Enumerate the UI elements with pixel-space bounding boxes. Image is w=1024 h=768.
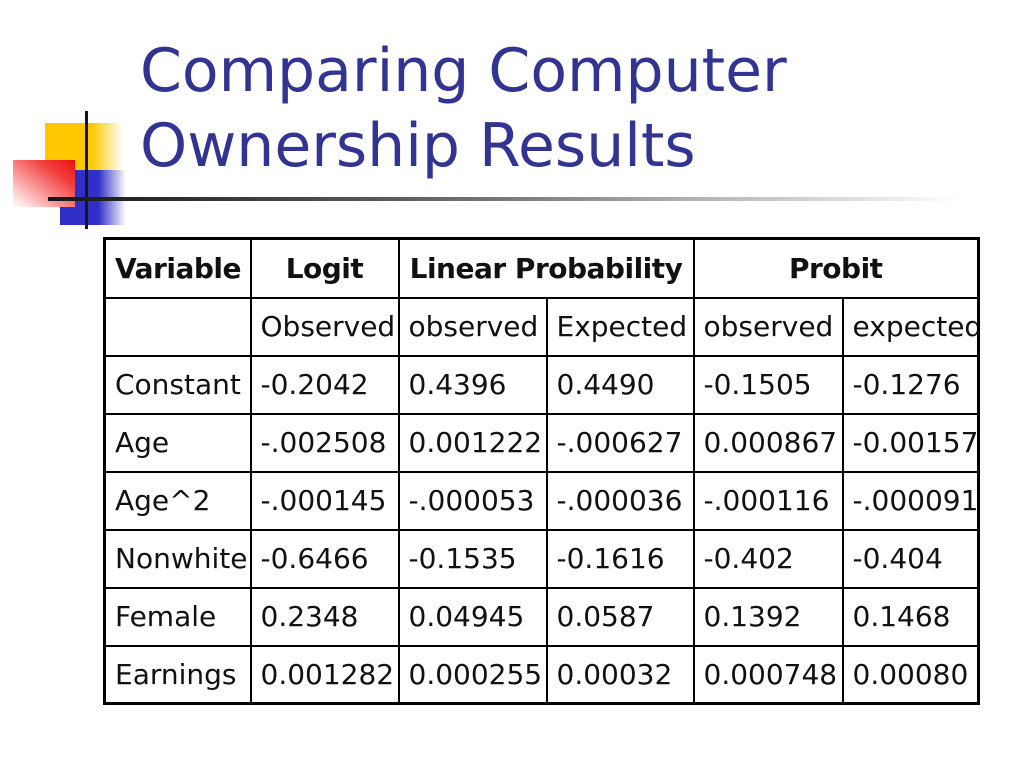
table-row-nonwhite: Nonwhite -0.6466 -0.1535 -0.1616 -0.402 … — [103, 528, 980, 589]
subheader-probit-observed: observed — [692, 296, 844, 357]
table-cell: 0.001222 — [397, 412, 548, 473]
row-label: Age — [103, 412, 252, 473]
subheader-empty — [103, 296, 252, 357]
table-cell: 0.1392 — [692, 586, 844, 647]
table-cell: 0.4396 — [397, 354, 548, 415]
table-cell: 0.4490 — [545, 354, 695, 415]
table-row-age-squared: Age^2 -.000145 -.000053 -.000036 -.00011… — [103, 470, 980, 531]
row-label: Constant — [103, 354, 252, 415]
subheader-logit-observed: Observed — [249, 296, 400, 357]
table-cell: -.000627 — [545, 412, 695, 473]
table-cell: 0.00032 — [545, 644, 695, 705]
table-cell: -0.1505 — [692, 354, 844, 415]
subheader-lp-expected: Expected — [545, 296, 695, 357]
table-cell: -0.2042 — [249, 354, 400, 415]
row-label: Female — [103, 586, 252, 647]
table-cell: -.000036 — [545, 470, 695, 531]
table-cell: -0.1616 — [545, 528, 695, 589]
table-header-row-2: Observed observed Expected observed expe… — [103, 296, 980, 357]
vertical-rule — [85, 111, 88, 229]
col-header-logit: Logit — [249, 237, 400, 299]
table-cell: -0.00157 — [841, 412, 980, 473]
table-cell: -.000053 — [397, 470, 548, 531]
table-cell: 0.000748 — [692, 644, 844, 705]
table-row-constant: Constant -0.2042 0.4396 0.4490 -0.1505 -… — [103, 354, 980, 415]
horizontal-rule — [48, 197, 968, 201]
table-cell: -.000145 — [249, 470, 400, 531]
table-cell: 0.0587 — [545, 586, 695, 647]
table-row-earnings: Earnings 0.001282 0.000255 0.00032 0.000… — [103, 644, 980, 705]
col-header-variable: Variable — [103, 237, 252, 299]
table-cell: 0.00080 — [841, 644, 980, 705]
table-row-age: Age -.002508 0.001222 -.000627 0.000867 … — [103, 412, 980, 473]
table-cell: -.002508 — [249, 412, 400, 473]
table-cell: -0.1276 — [841, 354, 980, 415]
results-table: Variable Logit Linear Probability Probit… — [103, 237, 981, 705]
table-cell: -0.1535 — [397, 528, 548, 589]
slide-title-line1: Comparing Computer — [140, 36, 787, 106]
table-header-row-1: Variable Logit Linear Probability Probit — [103, 237, 980, 299]
table-cell: 0.2348 — [249, 586, 400, 647]
table-cell: -0.402 — [692, 528, 844, 589]
row-label: Age^2 — [103, 470, 252, 531]
table-cell: 0.001282 — [249, 644, 400, 705]
table-cell: -0.6466 — [249, 528, 400, 589]
table-cell: 0.1468 — [841, 586, 980, 647]
table-cell: 0.000255 — [397, 644, 548, 705]
table-cell: -0.404 — [841, 528, 980, 589]
col-header-probit: Probit — [692, 237, 980, 299]
subheader-probit-expected: expected — [841, 296, 980, 357]
table-cell: -.000091 — [841, 470, 980, 531]
table-cell: 0.000867 — [692, 412, 844, 473]
row-label: Earnings — [103, 644, 252, 705]
col-header-linear-probability: Linear Probability — [397, 237, 695, 299]
slide-title-line2: Ownership Results — [140, 111, 696, 181]
subheader-lp-observed: observed — [397, 296, 548, 357]
row-label: Nonwhite — [103, 528, 252, 589]
slide-title: Comparing Computer Ownership Results — [140, 34, 970, 184]
table-cell: 0.04945 — [397, 586, 548, 647]
table-row-female: Female 0.2348 0.04945 0.0587 0.1392 0.14… — [103, 586, 980, 647]
table-cell: -.000116 — [692, 470, 844, 531]
